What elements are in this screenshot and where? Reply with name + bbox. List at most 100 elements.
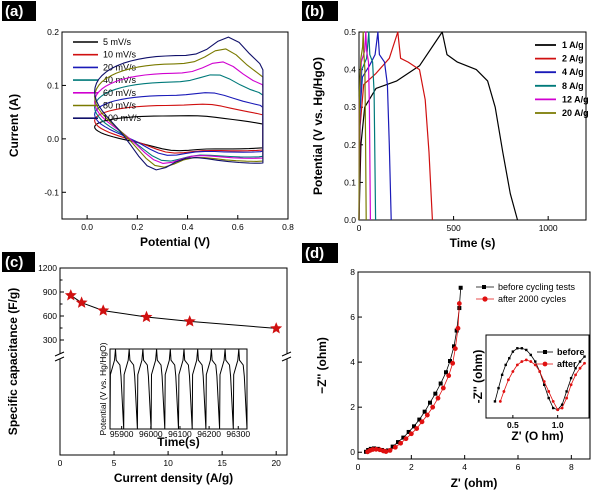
- panel-d-inset-xtick-label: 1.0: [552, 420, 564, 430]
- a-xtick-label: 0.4: [182, 222, 194, 232]
- panel-c-axis-break-mark: [281, 351, 292, 357]
- panel-a-series-2-curve: [94, 92, 264, 156]
- panel-c-star-point: [270, 322, 283, 334]
- a-ytick-label: 0.0: [47, 134, 59, 144]
- panel-d-inset: before after 0.5 1.0Z' (O hm) -Z'' (ohm): [471, 334, 590, 443]
- panel-d-inset-xtick-label: 0.5: [507, 420, 519, 430]
- panel-d-inset-series-1-point: [529, 360, 533, 363]
- panel-d-inset-series-1-point: [560, 406, 564, 410]
- panel-c-star-point: [140, 310, 153, 323]
- panel-c-star-point: [183, 315, 196, 327]
- panel-d-xlabel: Z' (ohm): [451, 476, 498, 490]
- panel-c-ytick-label: 600: [43, 311, 57, 321]
- panel-a-legend-label: 60 mV/s: [103, 88, 137, 98]
- panel-d-inset-series-1-point: [502, 390, 506, 393]
- panel-d-inset-series-1-point: [524, 358, 528, 362]
- panel-d-inset-series-1-point: [569, 383, 573, 387]
- panel-d-inset-series-0-point: [520, 347, 524, 350]
- panel-d-inset-series-0-point: [493, 400, 497, 403]
- b-ytick-label: 0.4: [344, 65, 356, 75]
- panel-d-series-1-point: [373, 446, 379, 452]
- panel-d-series-0-point: [444, 370, 448, 375]
- panel-d-inset-series-1-point: [574, 373, 577, 377]
- panel-d-series-1-point: [424, 412, 430, 418]
- panel-c-inset-xlabel: Time(s): [157, 435, 199, 449]
- panel-a-legend-label: 20 mV/s: [103, 62, 137, 72]
- panel-d-legend-label: before cycling tests: [498, 282, 576, 292]
- panel-d-series-0-point: [428, 400, 432, 405]
- b-ytick-label: 0.5: [344, 27, 356, 37]
- panel-d-inset-series-0-line: [494, 347, 585, 411]
- panel-d-inset-series-1-point: [515, 363, 519, 367]
- panel-c-tag: [2, 252, 35, 272]
- panel-d-inset-series-1-point: [547, 390, 551, 393]
- panel-d-series-0-point: [412, 424, 416, 429]
- panel-c-axis-break-mark: [54, 351, 65, 357]
- panel-c-xlabel: Current density (A/g): [114, 471, 233, 485]
- panel-d-inset-series-0-point: [583, 355, 586, 358]
- panel-d-legend-marker: [482, 285, 486, 289]
- panel-d-inset-legend-label: after: [557, 359, 577, 369]
- a-ytick-label: 0.1: [47, 80, 59, 90]
- b-xtick-label: 1000: [539, 223, 558, 233]
- panel-d-inset-series-0-point: [516, 347, 519, 350]
- panel-d-series-1-point: [392, 444, 398, 450]
- panel-c-star-point: [97, 304, 110, 316]
- panel-a-label: (a): [5, 3, 23, 20]
- panel-b-legend-label: 8 A/g: [562, 81, 584, 91]
- panel-b-ylabel: Potential (V vs. Hg/HgO): [311, 57, 325, 195]
- d-xtick-label: 4: [462, 462, 467, 472]
- panel-c-ytick-label: 300: [43, 335, 57, 345]
- panel-d-series-0-point: [390, 444, 395, 449]
- panel-d-inset-series-0-point: [565, 390, 568, 393]
- d-xtick-label: 6: [516, 462, 521, 472]
- c-xtick-label: 5: [112, 458, 117, 468]
- d-xtick-label: 2: [409, 462, 414, 472]
- panel-d-inset-series-0-point: [525, 348, 528, 352]
- panel-c-axis-break-gap: [56, 354, 64, 359]
- panel-d-inset-legend-marker: [543, 350, 547, 354]
- panel-a-xlabel: Potential (V): [140, 235, 210, 249]
- panel-b-legend-label: 4 A/g: [562, 67, 584, 77]
- panel-b-series-0-curve: [358, 31, 519, 221]
- panel-b-label: (b): [305, 3, 324, 20]
- panel-d-inset-legend-marker: [542, 361, 548, 367]
- panel-d-inset-series-1-point: [520, 360, 524, 363]
- c-xtick-label: 0: [58, 458, 63, 468]
- panel-d-series-1-point: [435, 395, 441, 401]
- panel-c-ytick-label: 900: [43, 287, 57, 297]
- panel-c-star-point: [75, 296, 88, 308]
- panel-a: 0.0 0.2 0.4 0.6 0.8 -0.1 0.0 0.1 0.2 Potential (V…: [7, 27, 294, 249]
- panel-d-inset-series-1-point: [542, 380, 546, 383]
- panel-d-series-0-point: [401, 435, 406, 440]
- panel-d-series-0-point: [452, 344, 456, 349]
- panel-d-series-1-point: [414, 426, 420, 431]
- panel-d-series-1-point: [383, 449, 389, 454]
- a-xtick-label: 0.6: [232, 222, 244, 232]
- panel-d-inset-series-0-point: [547, 396, 550, 400]
- panel-c-axes-frame: [59, 267, 288, 456]
- panel-c-label: (c): [5, 254, 23, 271]
- a-xtick-label: 0.8: [282, 222, 294, 232]
- panel-d-inset-series-0-point: [574, 367, 577, 370]
- c-xtick-label: 10: [163, 458, 173, 468]
- panel-b-series-2-curve: [358, 31, 392, 221]
- a-xtick-label: 0.2: [131, 222, 143, 232]
- panel-d-inset-series-0-point: [560, 403, 564, 406]
- panel-d-series-1-point: [370, 447, 376, 452]
- panel-c-inset-xtick-label: 95900: [110, 429, 134, 439]
- panel-d-tag: [302, 243, 338, 263]
- panel-d-series-0-point: [406, 429, 411, 434]
- panel-a-legend-label: 5 mV/s: [103, 37, 132, 47]
- panel-d-inset-series-1-point: [565, 396, 569, 400]
- panel-d-inset-series-1-point: [583, 361, 586, 365]
- panel-d-inset-series-1-point: [538, 370, 542, 373]
- a-xtick-label: 0.0: [81, 222, 93, 232]
- panel-d-series-0-point: [396, 440, 400, 445]
- d-ytick-label: 8: [350, 267, 355, 277]
- panel-b-tag: [302, 1, 338, 21]
- panel-d-inset-series-0-point: [569, 376, 573, 380]
- panel-b-series-1-curve: [358, 31, 433, 221]
- panel-c-axis-break-mark: [54, 356, 65, 362]
- panel-d-inset-series-0-point: [578, 360, 582, 363]
